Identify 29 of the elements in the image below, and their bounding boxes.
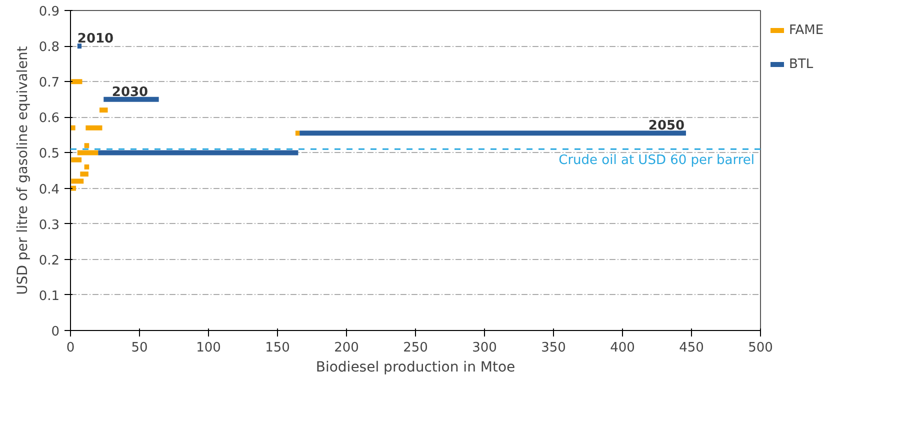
y-tick-label: 0.3 xyxy=(38,218,60,233)
ref-line-label: Crude oil at USD 60 per barrel xyxy=(558,153,755,168)
annotation: 2050 xyxy=(648,118,685,134)
x-tick-label: 250 xyxy=(403,340,428,356)
y-tick-label: 0.9 xyxy=(38,4,60,20)
x-tick-label: 50 xyxy=(131,340,148,356)
x-tick-label: 0 xyxy=(66,340,75,356)
y-tick-label: 0.6 xyxy=(38,111,60,126)
annotation: 2030 xyxy=(112,84,148,100)
y-tick-label: 0.8 xyxy=(38,40,60,56)
x-tick-label: 450 xyxy=(679,340,704,356)
x-tick-label: 350 xyxy=(541,340,566,356)
annotation: 2010 xyxy=(77,32,114,46)
y-tick-label: 0 xyxy=(51,324,60,340)
y-tick-label: 0.7 xyxy=(38,76,60,91)
x-tick-label: 400 xyxy=(610,340,635,356)
x-tick-label: 150 xyxy=(265,340,290,356)
x-axis-title: Biodiesel production in Mtoe xyxy=(316,360,516,376)
y-axis-title: USD per litre of gasoline equivalent xyxy=(14,46,31,295)
legend-label: FAME xyxy=(789,22,824,38)
x-tick-label: 100 xyxy=(196,340,221,356)
x-tick-label: 300 xyxy=(472,340,497,356)
y-tick-label: 0.4 xyxy=(38,182,60,198)
x-tick-label: 200 xyxy=(334,340,359,356)
x-tick-label: 500 xyxy=(748,340,773,356)
legend-label: BTL xyxy=(789,56,814,72)
y-tick-label: 0.5 xyxy=(38,146,60,162)
y-tick-label: 0.1 xyxy=(38,288,60,304)
y-tick-label: 0.2 xyxy=(38,253,60,268)
